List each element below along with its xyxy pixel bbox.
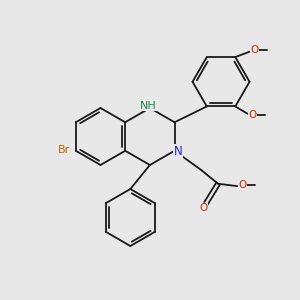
Text: O: O <box>249 110 257 120</box>
Text: O: O <box>200 203 208 213</box>
Text: NH: NH <box>140 100 157 111</box>
Text: O: O <box>250 45 259 55</box>
Text: O: O <box>238 180 246 190</box>
Text: Br: Br <box>58 145 70 155</box>
Text: N: N <box>174 145 182 158</box>
